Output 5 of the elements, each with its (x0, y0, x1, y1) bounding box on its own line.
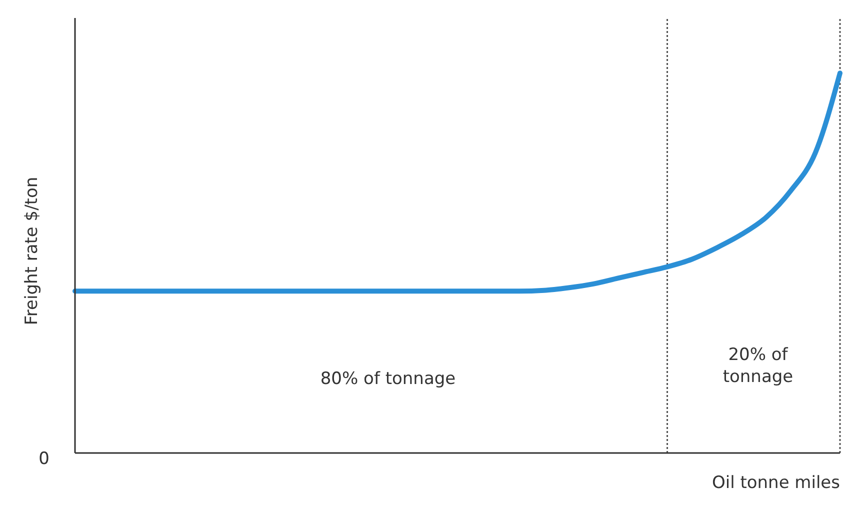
annotation: 80% of tonnage (319, 368, 457, 390)
text: 0 (38, 448, 50, 470)
annotation: 20% of tonnage (722, 344, 794, 388)
y-axis-title: Freight rate $/ton (22, 176, 42, 325)
x-axis-title: Oil tonne miles (712, 473, 840, 493)
